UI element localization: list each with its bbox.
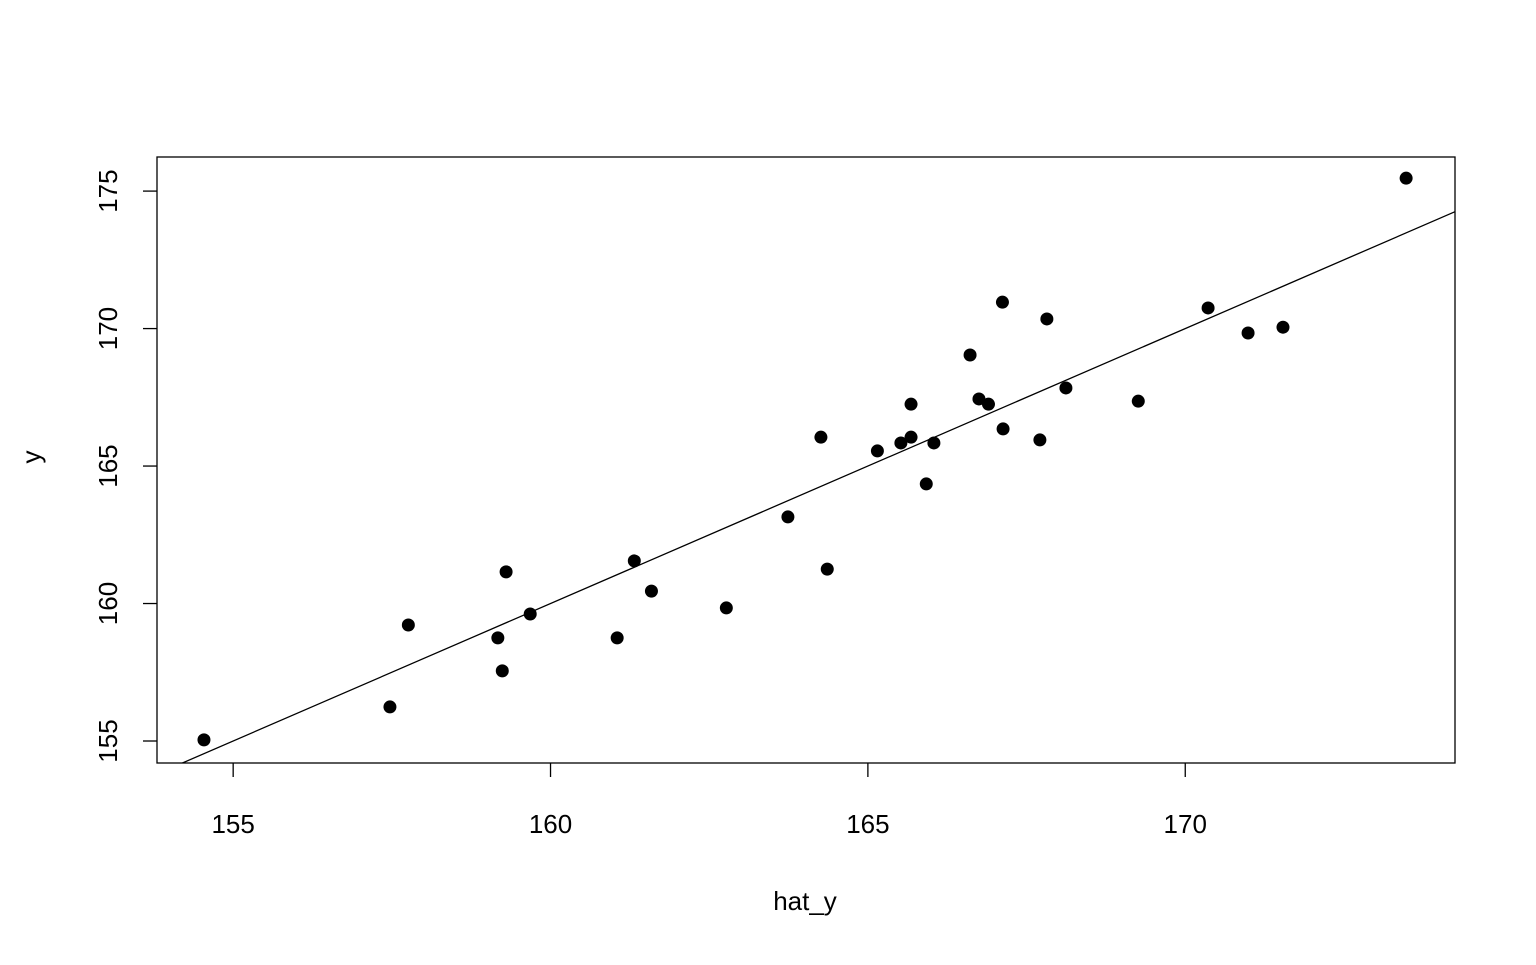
x-tick-label: 165 (846, 809, 889, 839)
point (919, 477, 933, 491)
y-tick-label: 175 (93, 169, 123, 212)
point (814, 430, 828, 444)
point (523, 607, 537, 621)
point (972, 392, 986, 406)
point (627, 554, 641, 568)
x-tick-label: 155 (211, 809, 254, 839)
point (1276, 320, 1290, 334)
point (870, 444, 884, 458)
point (491, 631, 505, 645)
y-tick-label: 170 (93, 307, 123, 350)
point (401, 618, 415, 632)
point (981, 397, 995, 411)
point (963, 348, 977, 362)
point (197, 733, 211, 747)
point (495, 664, 509, 678)
point (995, 295, 1009, 309)
x-tick-label: 170 (1164, 809, 1207, 839)
y-axis-label: y (16, 451, 46, 464)
point (996, 422, 1010, 436)
plot-frame (156, 156, 1456, 764)
point (610, 631, 624, 645)
point (894, 436, 908, 450)
point (719, 601, 733, 615)
y-tick-label: 165 (93, 444, 123, 487)
point (1131, 394, 1145, 408)
y-tick-label: 155 (93, 719, 123, 762)
point (1201, 301, 1215, 315)
plot-area (180, 171, 1455, 763)
point (904, 397, 918, 411)
x-axis-label: hat_y (773, 886, 837, 916)
point (927, 436, 941, 450)
point (644, 584, 658, 598)
point (781, 510, 795, 524)
point (1040, 312, 1054, 326)
x-tick-label: 160 (529, 809, 572, 839)
point (904, 430, 918, 444)
point (1033, 433, 1047, 447)
y-tick-label: 160 (93, 582, 123, 625)
point (1399, 171, 1413, 185)
point (1241, 326, 1255, 340)
point (1059, 381, 1073, 395)
point (499, 565, 513, 579)
point (383, 700, 397, 714)
point (820, 562, 834, 576)
fit-line (180, 211, 1455, 763)
